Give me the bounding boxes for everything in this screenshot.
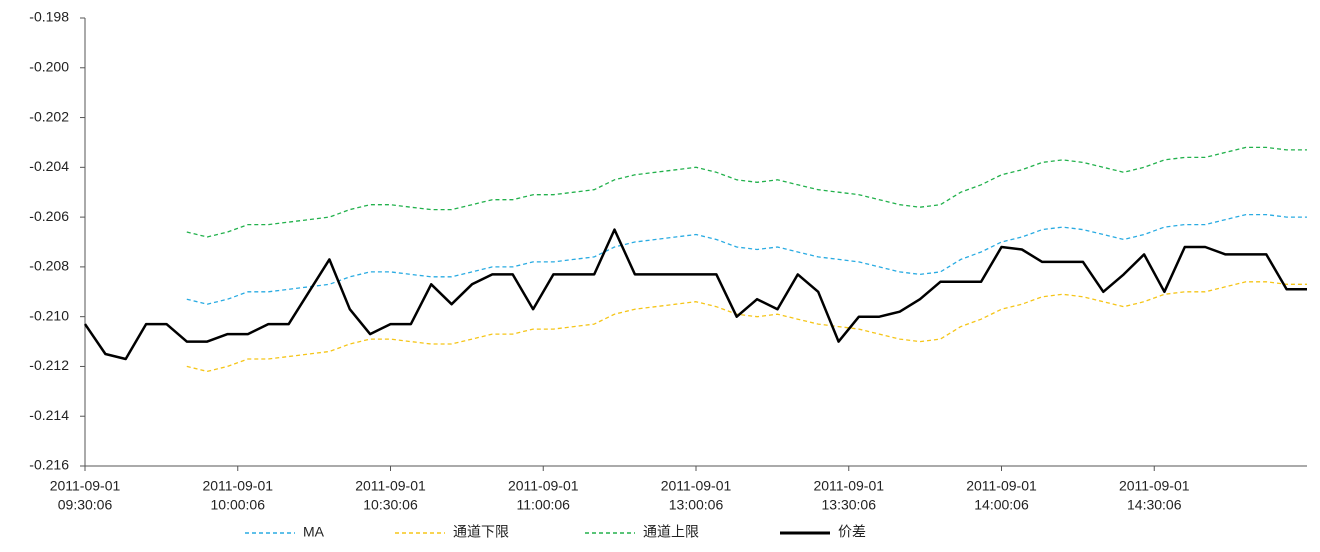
y-tick-label: -0.210 <box>29 307 69 323</box>
series-line <box>186 213 1307 305</box>
x-tick-label: 14:30:06 <box>1127 497 1182 513</box>
y-tick-label: -0.202 <box>29 108 69 124</box>
x-tick-label: 2011-09-01 <box>966 478 1037 494</box>
x-tick-label: 10:00:06 <box>211 497 266 513</box>
x-tick-label: 2011-09-01 <box>661 478 732 494</box>
series-line <box>186 281 1307 373</box>
legend-label: 通道下限 <box>453 524 509 540</box>
x-tick-label: 2011-09-01 <box>355 478 426 494</box>
x-tick-label: 14:00:06 <box>974 497 1029 513</box>
x-tick-label: 11:00:06 <box>517 497 571 513</box>
x-tick-label: 09:30:06 <box>58 497 113 513</box>
y-tick-label: -0.216 <box>29 457 69 473</box>
y-tick-label: -0.200 <box>29 58 69 74</box>
x-tick-label: 13:30:06 <box>822 497 877 513</box>
legend-label: MA <box>303 524 325 540</box>
x-tick-label: 2011-09-01 <box>508 478 579 494</box>
y-tick-label: -0.208 <box>29 258 69 274</box>
y-tick-label: -0.214 <box>29 407 69 423</box>
x-tick-label: 2011-09-01 <box>50 478 121 494</box>
legend-label: 通道上限 <box>643 524 699 540</box>
series-line <box>83 228 1307 361</box>
x-tick-label: 2011-09-01 <box>202 478 273 494</box>
y-tick-label: -0.212 <box>29 357 69 373</box>
x-tick-label: 10:30:06 <box>363 497 418 513</box>
legend-label: 价差 <box>838 524 866 540</box>
y-tick-label: -0.198 <box>29 9 69 25</box>
y-tick-label: -0.204 <box>29 158 69 174</box>
y-tick-label: -0.206 <box>29 208 69 224</box>
x-tick-label: 2011-09-01 <box>813 478 884 494</box>
series-line <box>186 146 1307 238</box>
x-tick-label: 13:00:06 <box>669 497 724 513</box>
x-tick-label: 2011-09-01 <box>1119 478 1190 494</box>
